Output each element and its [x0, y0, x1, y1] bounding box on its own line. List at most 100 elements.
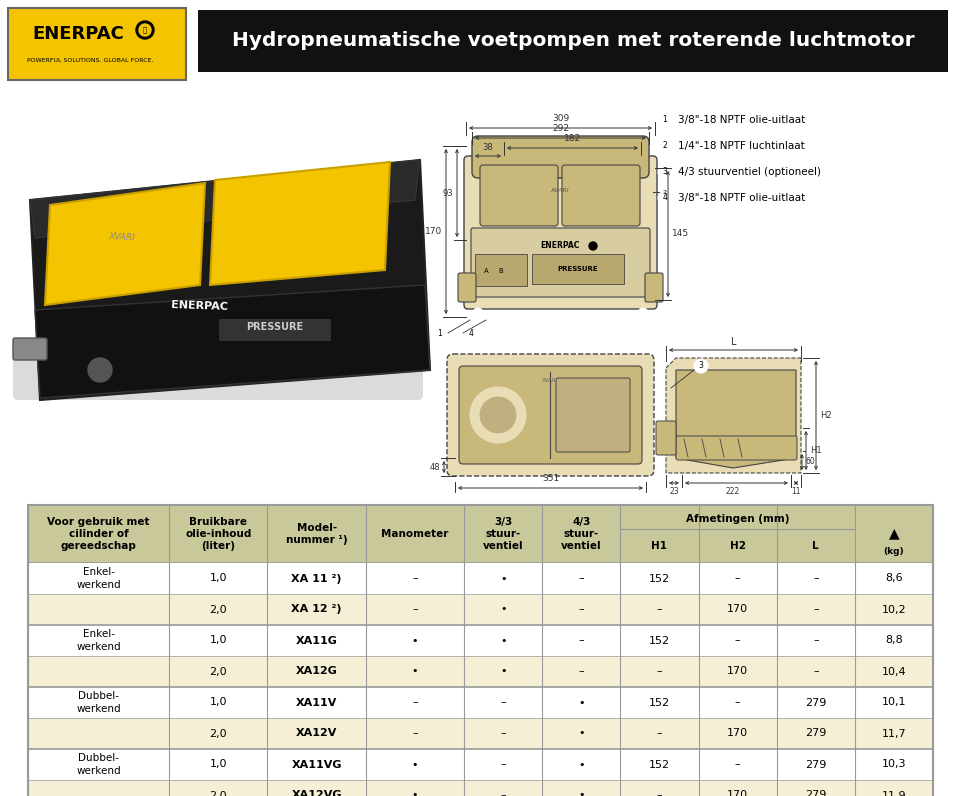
FancyBboxPatch shape — [28, 749, 933, 780]
Text: 93: 93 — [443, 189, 453, 197]
Text: •: • — [578, 697, 584, 708]
Text: 4: 4 — [468, 329, 473, 338]
Text: •: • — [412, 790, 418, 796]
Text: –: – — [578, 635, 584, 646]
Text: –: – — [657, 604, 663, 615]
Text: 1/4"-18 NPTF luchtinlaat: 1/4"-18 NPTF luchtinlaat — [678, 141, 805, 151]
Text: 2: 2 — [663, 142, 667, 150]
Text: 292: 292 — [552, 124, 569, 133]
Text: –: – — [412, 604, 418, 615]
Text: XA12V: XA12V — [296, 728, 337, 739]
Text: –: – — [500, 728, 506, 739]
Text: 60: 60 — [806, 458, 815, 466]
Circle shape — [470, 387, 526, 443]
FancyBboxPatch shape — [28, 505, 933, 563]
Text: –: – — [412, 573, 418, 583]
Text: 279: 279 — [805, 790, 827, 796]
Text: 152: 152 — [649, 697, 670, 708]
Text: 1,0: 1,0 — [209, 635, 228, 646]
Text: –: – — [657, 790, 663, 796]
Text: 2,0: 2,0 — [209, 666, 228, 677]
Text: ENERPAC: ENERPAC — [33, 25, 124, 43]
Text: •: • — [578, 759, 584, 770]
Text: Dubbel-
werkend: Dubbel- werkend — [76, 753, 120, 775]
Text: Model-
nummer ¹): Model- nummer ¹) — [286, 523, 347, 545]
Text: 8,6: 8,6 — [885, 573, 902, 583]
Text: XVARI: XVARI — [108, 232, 136, 242]
Polygon shape — [45, 183, 205, 305]
Circle shape — [433, 326, 447, 340]
FancyBboxPatch shape — [556, 378, 630, 452]
FancyBboxPatch shape — [8, 8, 186, 80]
Text: 182: 182 — [564, 134, 581, 143]
Text: 170: 170 — [728, 604, 749, 615]
FancyBboxPatch shape — [464, 156, 657, 309]
Circle shape — [88, 358, 112, 382]
Text: •: • — [578, 728, 584, 739]
Text: H1: H1 — [651, 541, 667, 551]
Text: –: – — [578, 666, 584, 677]
Text: –: – — [578, 573, 584, 583]
Text: (kg): (kg) — [883, 547, 904, 556]
Text: 351: 351 — [542, 474, 559, 483]
Polygon shape — [30, 160, 420, 238]
FancyBboxPatch shape — [676, 436, 797, 460]
Text: L: L — [730, 337, 736, 347]
Circle shape — [658, 191, 672, 205]
FancyBboxPatch shape — [458, 273, 476, 302]
Text: XA 11 ²): XA 11 ²) — [292, 573, 342, 583]
Text: 170: 170 — [728, 666, 749, 677]
Text: •: • — [412, 759, 418, 770]
Polygon shape — [666, 358, 801, 473]
Text: 10,4: 10,4 — [881, 666, 906, 677]
Text: Bruikbare
olie-inhoud
(liter): Bruikbare olie-inhoud (liter) — [185, 517, 251, 552]
Text: •: • — [500, 635, 507, 646]
Text: 170: 170 — [728, 728, 749, 739]
Text: XA12VG: XA12VG — [292, 790, 342, 796]
Text: ▲: ▲ — [889, 526, 900, 540]
Text: –: – — [412, 728, 418, 739]
Circle shape — [480, 397, 516, 433]
Text: Manometer: Manometer — [381, 529, 448, 539]
Text: 11: 11 — [792, 487, 801, 496]
Text: ⏻: ⏻ — [142, 27, 147, 33]
FancyBboxPatch shape — [645, 273, 663, 302]
FancyBboxPatch shape — [198, 10, 948, 72]
Text: •: • — [412, 666, 418, 677]
Text: 2,0: 2,0 — [209, 728, 228, 739]
Text: 10,3: 10,3 — [881, 759, 906, 770]
Text: 3/8"-18 NPTF olie-uitlaat: 3/8"-18 NPTF olie-uitlaat — [678, 115, 805, 125]
FancyBboxPatch shape — [28, 718, 933, 749]
Text: 10,1: 10,1 — [881, 697, 906, 708]
Circle shape — [589, 242, 597, 250]
Text: A: A — [484, 268, 489, 274]
Circle shape — [473, 308, 483, 318]
Circle shape — [694, 359, 708, 373]
Text: 3/8"-18 NPTF olie-uitlaat: 3/8"-18 NPTF olie-uitlaat — [678, 193, 805, 203]
Text: –: – — [578, 604, 584, 615]
Text: 1: 1 — [438, 329, 443, 338]
Text: –: – — [735, 697, 741, 708]
Text: XVARI: XVARI — [551, 188, 570, 193]
Circle shape — [136, 21, 154, 39]
Text: XVARI: XVARI — [542, 378, 558, 383]
Text: 145: 145 — [672, 229, 689, 239]
Text: 279: 279 — [805, 759, 827, 770]
Text: B: B — [499, 268, 504, 274]
FancyBboxPatch shape — [656, 421, 676, 455]
Text: 2,0: 2,0 — [209, 604, 228, 615]
Text: Enkel-
werkend: Enkel- werkend — [76, 630, 120, 652]
Text: 11,9: 11,9 — [881, 790, 906, 796]
Text: –: – — [500, 697, 506, 708]
Text: 152: 152 — [649, 635, 670, 646]
FancyBboxPatch shape — [13, 355, 423, 400]
Circle shape — [659, 186, 671, 198]
Text: 4/3 stuurventiel (optioneel): 4/3 stuurventiel (optioneel) — [678, 167, 821, 177]
Text: Voor gebruik met
cilinder of
gereedschap: Voor gebruik met cilinder of gereedschap — [48, 517, 150, 552]
Text: –: – — [813, 573, 818, 583]
Text: •: • — [412, 635, 418, 646]
Text: •: • — [500, 666, 507, 677]
Text: 309: 309 — [552, 114, 569, 123]
Text: –: – — [813, 635, 818, 646]
Text: 1,0: 1,0 — [209, 573, 228, 583]
